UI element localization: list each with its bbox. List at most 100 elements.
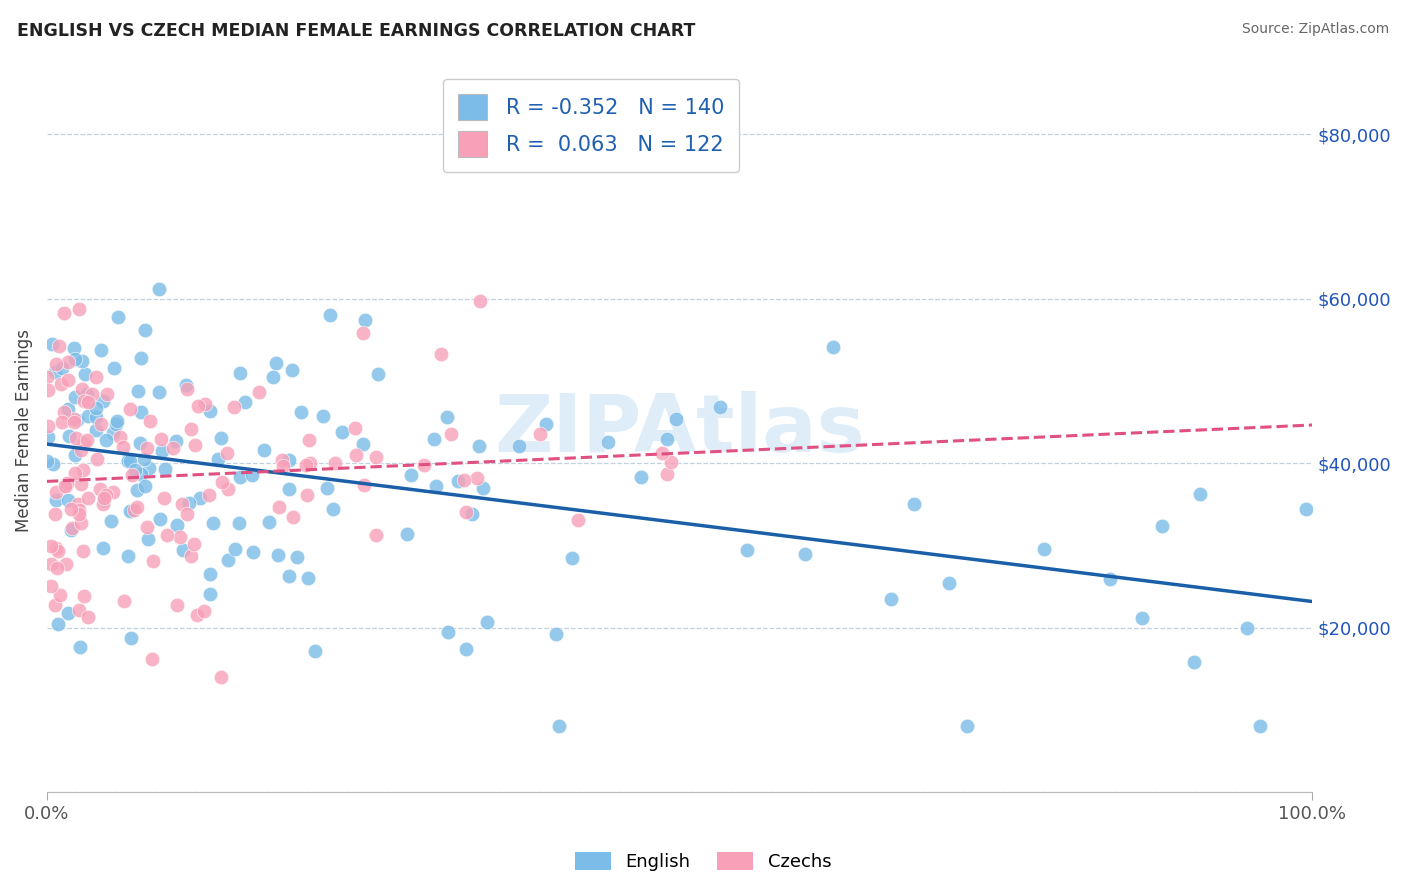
Point (353, 477, 375, 491)
Point (217, 482, 239, 496)
Point (183, 438, 205, 452)
Point (45, 357, 67, 371)
Point (127, 384, 149, 399)
Point (315, 481, 337, 495)
Point (55, 479, 77, 493)
Point (63, 352, 86, 367)
Point (136, 520, 159, 534)
Point (112, 440, 135, 454)
Point (70, 354, 93, 368)
Point (120, 454, 142, 468)
Point (508, 439, 530, 453)
Point (55, 557, 77, 571)
Point (468, 439, 491, 453)
Point (77, 491, 100, 505)
Point (53, 405, 76, 419)
Point (124, 463, 146, 477)
Point (72, 382, 94, 396)
Point (48, 339, 70, 353)
Point (129, 351, 152, 365)
Point (297, 571, 319, 585)
Point (319, 308, 342, 322)
Point (169, 530, 191, 544)
Point (76, 433, 98, 447)
Point (544, 627, 567, 641)
Point (67, 503, 90, 517)
Point (456, 642, 478, 657)
Point (90, 417, 112, 432)
Point (86, 452, 108, 467)
Point (1152, 519, 1174, 533)
Point (209, 431, 232, 445)
Point (453, 474, 475, 488)
Point (281, 510, 304, 524)
Point (468, 294, 491, 309)
Point (229, 366, 252, 380)
Point (534, 417, 557, 431)
Point (465, 471, 488, 485)
Point (136, 442, 159, 456)
Point (793, 547, 815, 561)
Point (139, 414, 162, 428)
Point (198, 404, 221, 418)
Point (105, 417, 128, 431)
Point (224, 401, 246, 415)
Point (267, 548, 290, 562)
Point (69, 640, 91, 655)
Point (353, 313, 375, 327)
Point (84, 401, 107, 416)
Point (267, 500, 290, 514)
Text: ENGLISH VS CZECH MEDIAN FEMALE EARNINGS CORRELATION CHART: ENGLISH VS CZECH MEDIAN FEMALE EARNINGS … (17, 22, 695, 40)
Point (659, 455, 682, 469)
Point (46, 544, 69, 558)
Point (177, 496, 200, 510)
Point (117, 452, 139, 467)
Point (561, 550, 583, 565)
Point (166, 517, 188, 532)
Point (242, 545, 264, 559)
Point (655, 433, 678, 447)
Point (201, 516, 224, 531)
Point (176, 508, 198, 522)
Point (52, 306, 75, 320)
Point (103, 360, 125, 375)
Point (280, 363, 302, 377)
Point (41, 558, 63, 572)
Point (80, 387, 103, 401)
Y-axis label: Median Female Earnings: Median Female Earnings (15, 329, 32, 532)
Legend: English, Czechs: English, Czechs (568, 845, 838, 879)
Point (41, 336, 63, 351)
Point (200, 587, 222, 601)
Point (155, 461, 177, 475)
Point (63, 341, 86, 355)
Point (271, 452, 294, 467)
Point (172, 543, 194, 558)
Point (51, 415, 73, 429)
Point (412, 458, 434, 472)
Point (290, 405, 312, 419)
Point (209, 670, 232, 684)
Point (73, 436, 96, 450)
Point (44, 598, 66, 612)
Point (193, 604, 215, 618)
Point (150, 432, 173, 446)
Point (77, 610, 100, 624)
Point (124, 503, 146, 517)
Point (84, 423, 107, 437)
Point (94, 487, 117, 501)
Point (548, 719, 571, 733)
Point (44, 365, 66, 379)
Point (257, 515, 280, 529)
Point (211, 475, 233, 490)
Point (134, 478, 156, 492)
Point (37, 454, 59, 468)
Point (277, 568, 299, 582)
Point (37, 384, 59, 398)
Point (63, 390, 86, 404)
Point (84, 369, 107, 384)
Point (233, 394, 256, 409)
Point (117, 454, 139, 468)
Point (395, 527, 418, 541)
Point (665, 412, 688, 426)
Point (67, 602, 90, 616)
